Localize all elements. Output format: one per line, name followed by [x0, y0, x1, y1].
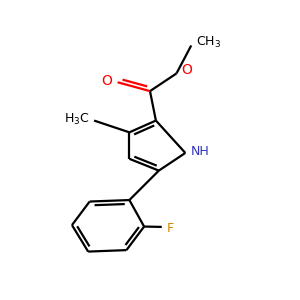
Text: H$_3$C: H$_3$C [64, 112, 90, 127]
Text: O: O [181, 64, 192, 77]
Text: CH$_3$: CH$_3$ [196, 35, 221, 50]
Text: NH: NH [191, 145, 210, 158]
Text: F: F [167, 222, 174, 235]
Text: O: O [101, 74, 112, 88]
